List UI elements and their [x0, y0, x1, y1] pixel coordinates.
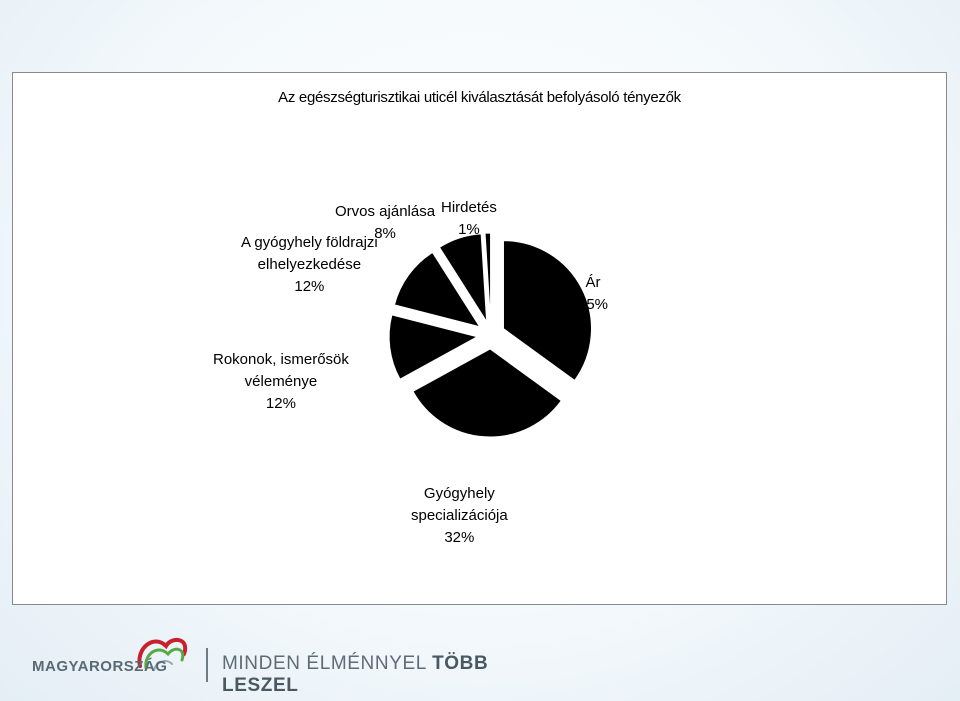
slice-label-line: 35%: [578, 296, 609, 313]
slice-label-line: Gyógyhely: [423, 485, 495, 502]
slice-label-line: véleménye: [244, 373, 318, 390]
pie-slice: [484, 232, 492, 322]
pie-slice: [393, 251, 481, 328]
slogan-part1: MINDEN ÉLMÉNNYEL: [222, 653, 433, 674]
slice-label-rokonok: Rokonok, ismerősök véleménye 12%: [213, 349, 349, 415]
slice-label-line: 1%: [458, 221, 480, 238]
slogan-part2: TÖBB LESZEL: [222, 653, 489, 696]
pie-slice: [502, 240, 592, 382]
slice-label-line: Orvos ajánlása: [335, 203, 436, 220]
chart-frame: Az egészségturisztikai uticél kiválasztá…: [12, 72, 947, 605]
slice-label-line: 12%: [265, 395, 296, 412]
slice-label-line: 12%: [294, 278, 325, 295]
slice-label-line: Hirdetés: [441, 199, 497, 216]
pie-slice: [438, 233, 488, 322]
slogan: MINDEN ÉLMÉNNYEL TÖBB LESZEL: [222, 653, 552, 697]
logo-divider: [206, 648, 208, 682]
slice-label-orvos: Orvos ajánlása 8%: [335, 201, 435, 245]
chart-title: Az egészségturisztikai uticél kiválasztá…: [278, 89, 681, 106]
slice-label-hirdetes: Hirdetés 1%: [441, 197, 497, 241]
pie-chart: [388, 232, 592, 438]
slice-label-line: Ár: [585, 274, 601, 291]
slice-label-specializacio: Gyógyhely specializációja 32%: [411, 483, 508, 549]
heart-swirl-logo-icon: [137, 637, 188, 671]
slice-label-line: elhelyezkedése: [257, 256, 362, 273]
footer-logo: MAGYARORSZÁG MINDEN ÉLMÉNNYEL TÖBB LESZE…: [32, 628, 552, 696]
slice-label-line: 32%: [444, 529, 475, 546]
slice-label-line: Rokonok, ismerősök: [213, 351, 349, 368]
pie-slice: [412, 348, 563, 438]
slice-label-line: A gyógyhely földrajzi: [241, 234, 378, 251]
slice-label-line: specializációja: [411, 507, 508, 524]
brand-name: MAGYARORSZÁG: [32, 658, 168, 675]
slice-label-foldrajzi: A gyógyhely földrajzi elhelyezkedése 12%: [241, 232, 378, 298]
pie-slice: [388, 314, 479, 380]
slice-label-line: 8%: [374, 225, 396, 242]
slice-label-ar: Ár 35%: [578, 272, 608, 316]
